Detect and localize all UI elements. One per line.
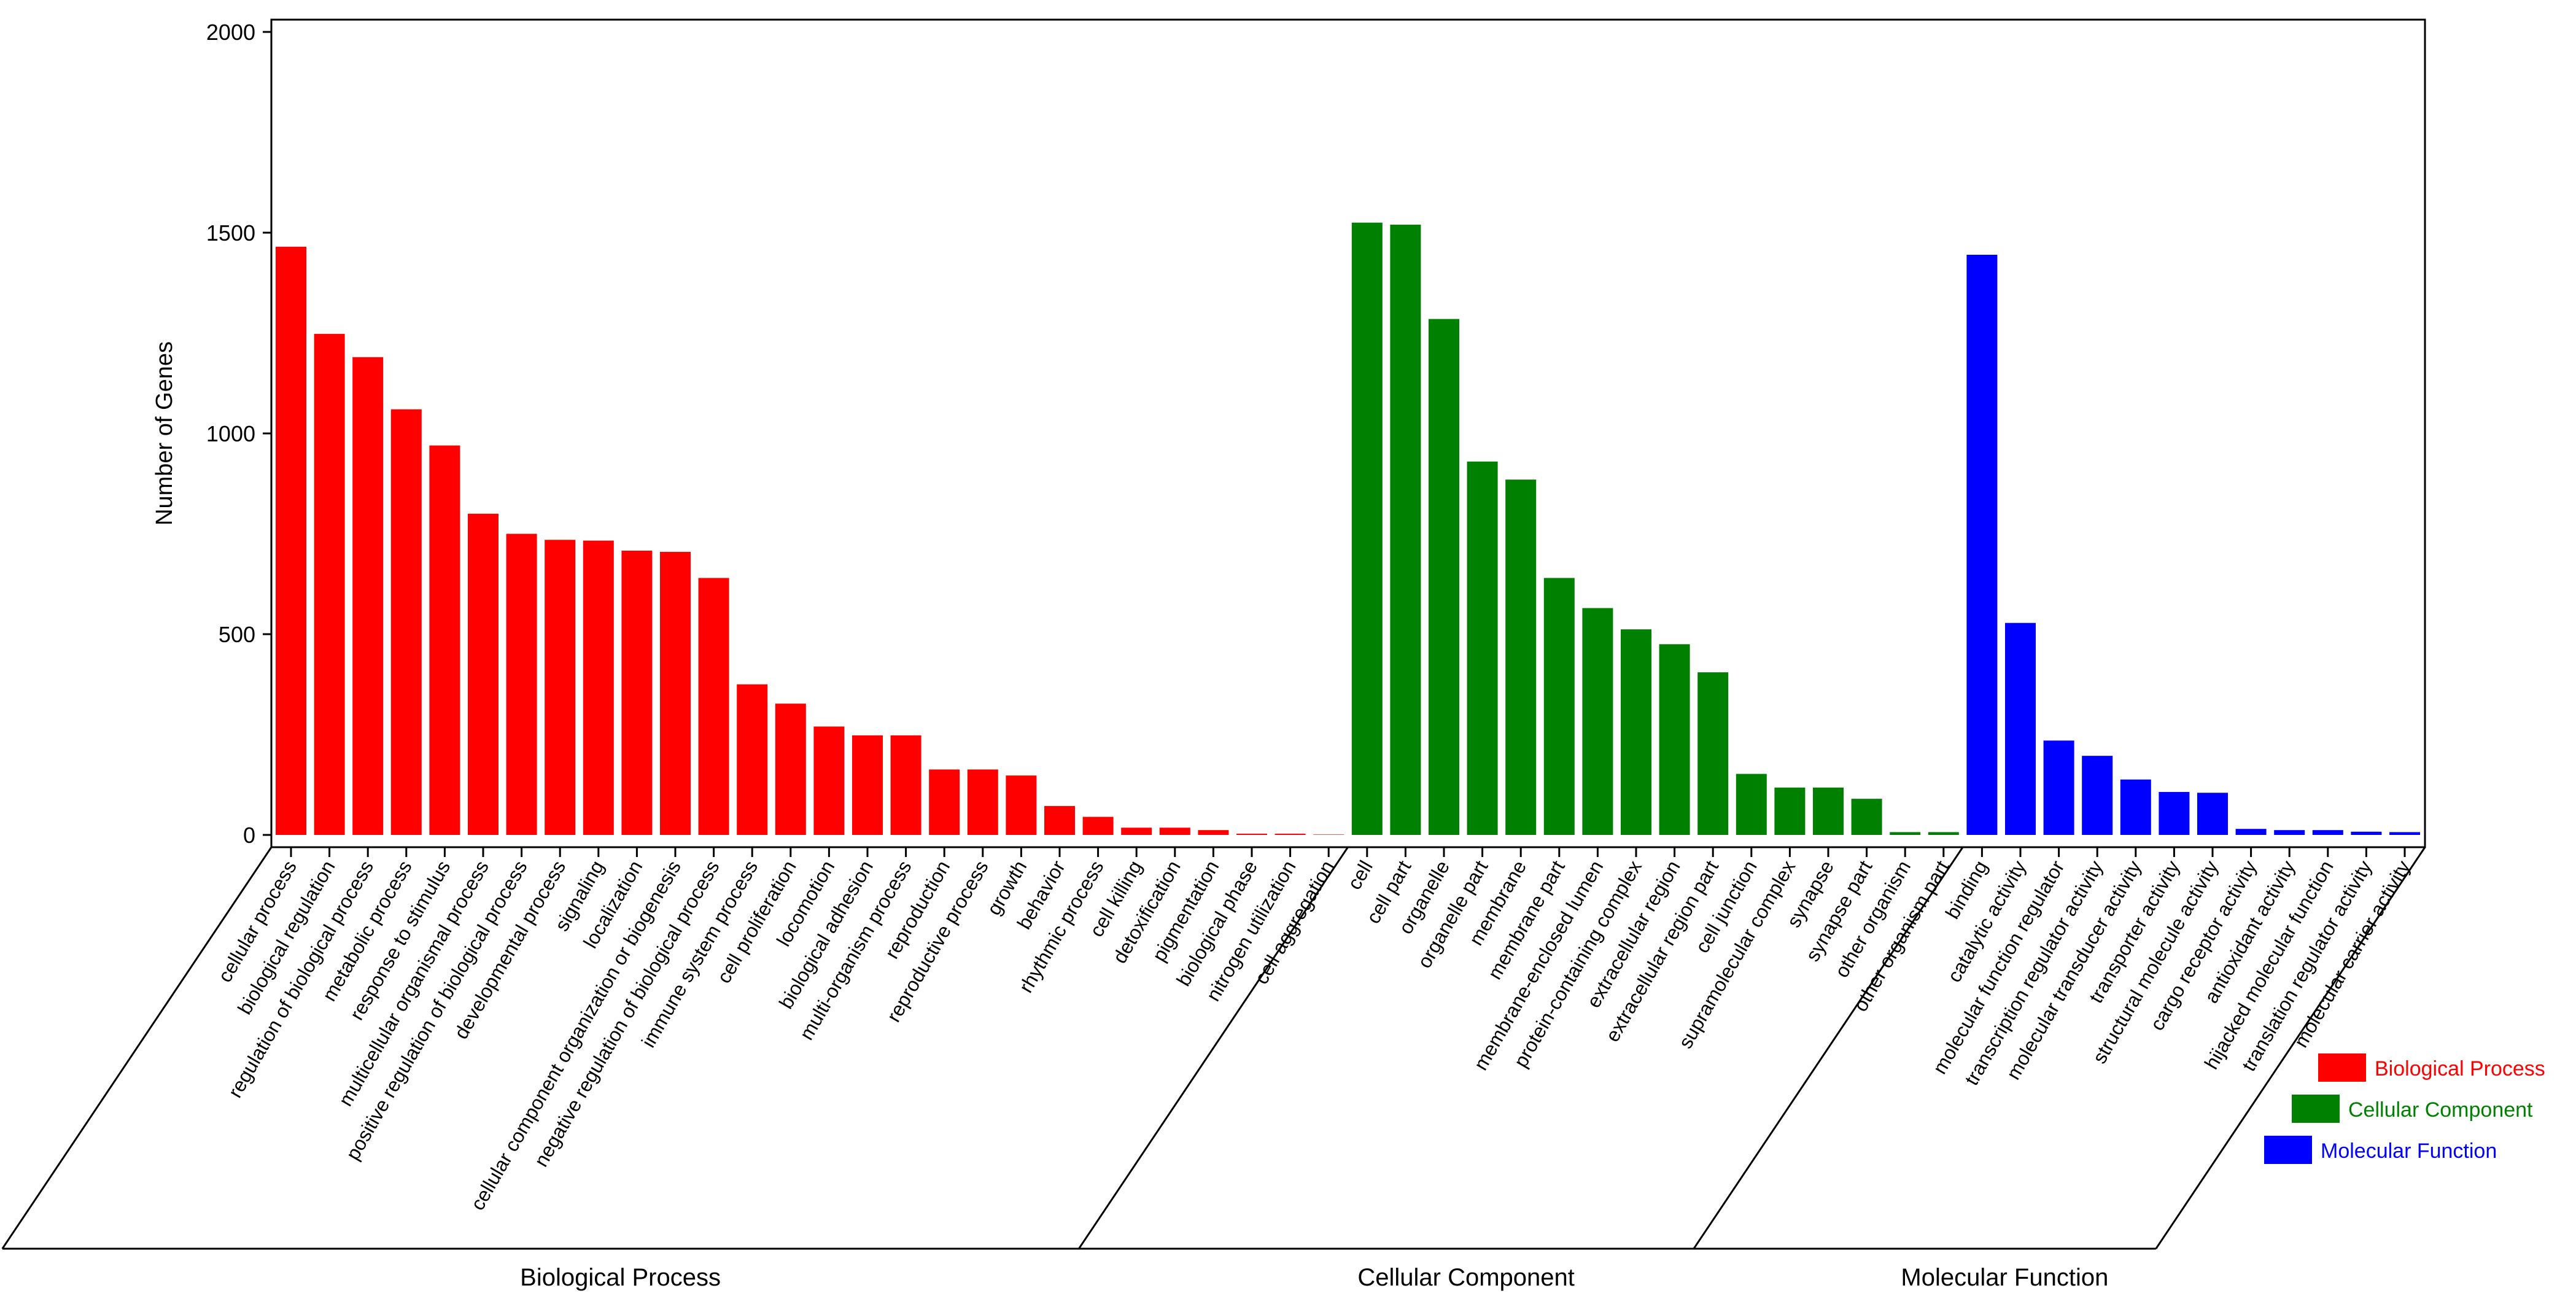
bar-cell — [1351, 222, 1383, 835]
bar-synapse-part — [1851, 799, 1882, 835]
bar-behavior — [1044, 805, 1075, 835]
x-tick-label: cell — [1343, 857, 1377, 894]
x-tick-label: negative regulation of biological proces… — [530, 857, 724, 1171]
legend-label: Cellular Component — [2348, 1098, 2533, 1122]
group-brackets: Biological Process Cellular Component Mole… — [1, 847, 2426, 1291]
bar-growth — [1006, 775, 1037, 835]
bar-translation-regulator-activity — [2351, 831, 2382, 835]
group-divider — [2155, 847, 2426, 1249]
bar-organelle-part — [1467, 461, 1498, 835]
bar-other-organism-part — [1928, 832, 1959, 835]
bar-multi-organism-process — [890, 735, 921, 835]
bar-regulation-of-biological-process — [352, 357, 384, 835]
bar-cell-aggregation — [1313, 834, 1344, 835]
bar-membrane-enclosed-lumen — [1582, 608, 1613, 835]
bar-cargo-receptor-activity — [2235, 829, 2267, 835]
bar-transcription-regulator-activity — [2082, 756, 2113, 835]
bar-cell-part — [1390, 224, 1421, 835]
group-divider — [1078, 847, 1349, 1249]
bar-extracellular-region-part — [1697, 672, 1729, 835]
bar-transporter-activity — [2159, 792, 2190, 835]
bar-negative-regulation-of-biological-process — [698, 578, 729, 835]
y-tick-label: 500 — [219, 622, 255, 647]
bar-locomotion — [813, 726, 845, 835]
bar-biological-regulation — [314, 333, 345, 835]
group-divider — [1, 847, 273, 1249]
legend-swatch — [2318, 1053, 2366, 1082]
bar-binding — [1966, 254, 1998, 836]
bars — [276, 222, 2420, 836]
y-tick-label: 2000 — [206, 20, 255, 45]
y-tick-label: 1000 — [206, 421, 255, 446]
bar-reproduction — [929, 769, 960, 835]
bar-hijacked-molecular-function — [2312, 830, 2343, 835]
y-tick-label: 1500 — [206, 220, 255, 246]
bar-structural-molecule-activity — [2197, 793, 2228, 835]
bar-membrane-part — [1543, 578, 1575, 835]
bar-antioxidant-activity — [2274, 830, 2305, 835]
bar-signaling — [583, 540, 614, 835]
bar-biological-adhesion — [852, 735, 883, 835]
bar-other-organism — [1890, 832, 1921, 835]
bar-membrane — [1505, 479, 1537, 835]
group-label: Molecular Function — [1901, 1264, 2108, 1291]
bar-localization — [621, 550, 653, 835]
bar-reproductive-process — [967, 769, 998, 835]
bar-cellular-component-organization-or-biogenesis — [660, 551, 691, 835]
bar-cell-killing — [1121, 828, 1152, 835]
bar-response-to-stimulus — [429, 445, 460, 835]
bar-pigmentation — [1198, 830, 1229, 835]
bar-cell-junction — [1736, 774, 1767, 835]
bar-protein-containing-complex — [1621, 629, 1651, 835]
bar-synapse — [1813, 787, 1844, 835]
legend: Biological Process Cellular Component Mole… — [2264, 1053, 2545, 1164]
bar-positive-regulation-of-biological-process — [506, 533, 537, 835]
bar-supramolecular-complex — [1774, 787, 1806, 835]
bar-immune-system-process — [737, 684, 768, 835]
bar-molecular-function-regulator — [2043, 740, 2074, 835]
bar-cell-proliferation — [775, 704, 806, 835]
axes: 0 500 1000 1500 2000 — [206, 18, 2426, 848]
group-divider — [1693, 847, 1964, 1249]
bar-extracellular-region — [1659, 644, 1690, 835]
bar-detoxification — [1159, 828, 1190, 835]
bar-rhythmic-process — [1082, 817, 1114, 835]
bar-molecular-carrier-activity — [2389, 832, 2420, 835]
y-axis-label: Number of Genes — [152, 341, 177, 526]
bar-developmental-process — [545, 540, 576, 835]
bar-organelle — [1429, 319, 1459, 835]
group-label: Cellular Component — [1357, 1264, 1575, 1291]
bar-cellular-process — [276, 246, 306, 835]
legend-swatch — [2292, 1095, 2340, 1123]
bar-molecular-transducer-activity — [2120, 779, 2151, 835]
legend-label: Molecular Function — [2321, 1139, 2497, 1163]
bar-catalytic-activity — [2005, 623, 2036, 835]
bar-metabolic-process — [390, 409, 422, 835]
bar-multicellular-organismal-process — [468, 513, 499, 835]
legend-swatch — [2264, 1136, 2312, 1164]
y-tick-label: 0 — [243, 823, 255, 848]
bar-biological-phase — [1236, 834, 1267, 835]
group-label: Biological Process — [520, 1264, 721, 1291]
bar-nitrogen-utilization — [1274, 834, 1306, 835]
legend-label: Biological Process — [2375, 1057, 2545, 1080]
